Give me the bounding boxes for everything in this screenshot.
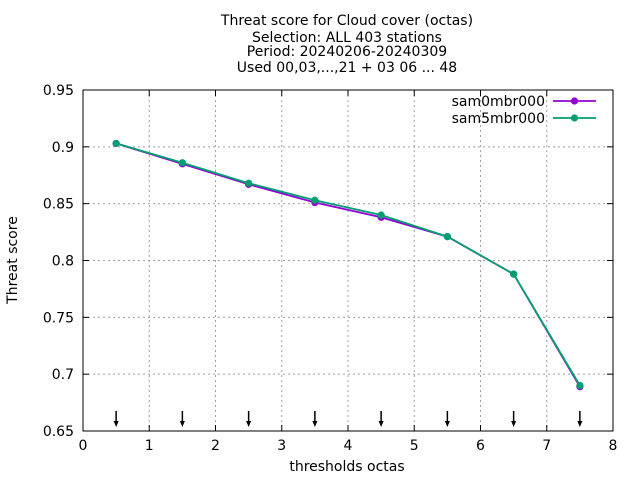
data-point — [576, 381, 584, 390]
y-tick-label: 0.75 — [43, 310, 74, 326]
y-tick-label: 0.95 — [43, 83, 74, 99]
y-tick-label: 0.9 — [52, 140, 74, 156]
grid — [83, 90, 613, 431]
title-line: Threat score for Cloud cover (octas) — [220, 13, 473, 29]
threshold-arrow-head — [312, 421, 318, 427]
chart-title: Threat score for Cloud cover (octas) Sel… — [220, 13, 473, 76]
x-tick-label: 0 — [79, 438, 88, 454]
threshold-arrow-head — [444, 421, 450, 427]
data-point — [245, 179, 253, 187]
x-tick-label: 2 — [211, 438, 220, 454]
data-point — [311, 196, 319, 204]
title-line: Selection: ALL 403 stations — [252, 30, 442, 46]
y-tick-label: 0.7 — [52, 367, 74, 383]
title-line: Used 00,03,...,21 + 03 06 ... 48 — [237, 60, 457, 76]
x-tick-label: 7 — [542, 438, 551, 454]
axis-ticks: 0 1 2 3 4 5 6 7 8 0.65 0.7 0.75 0.8 0.85 0.9 0.95 — [43, 83, 618, 454]
series-line — [115, 142, 581, 386]
legend-label: sam0mbr000 — [452, 94, 545, 110]
y-axis-title: Threat score — [5, 216, 21, 305]
data-point — [377, 211, 385, 219]
legend-label: sam5mbr000 — [452, 111, 545, 127]
y-tick-label: 0.8 — [52, 254, 74, 270]
legend-marker — [570, 114, 579, 122]
data-point — [112, 139, 120, 148]
title-line: Period: 20240206-20240309 — [247, 44, 447, 60]
y-tick-label: 0.85 — [43, 197, 74, 213]
x-tick-label: 8 — [609, 438, 618, 454]
x-tick-label: 6 — [476, 438, 485, 454]
threshold-arrow-head — [511, 421, 517, 427]
y-tick-label: 0.65 — [43, 424, 74, 440]
x-axis-title: thresholds octas — [289, 459, 404, 475]
legend-marker — [570, 97, 579, 105]
data-point — [510, 270, 518, 278]
series-lines — [112, 139, 584, 391]
threshold-arrow-head — [378, 421, 384, 427]
x-tick-label: 4 — [344, 438, 353, 454]
x-tick-label: 5 — [410, 438, 419, 454]
threshold-arrow-head — [179, 421, 185, 427]
x-tick-label: 1 — [145, 438, 154, 454]
threshold-arrow-head — [113, 421, 119, 427]
threshold-markers — [113, 411, 583, 427]
data-point — [178, 159, 186, 167]
x-tick-label: 3 — [277, 438, 286, 454]
threshold-arrow-head — [577, 421, 583, 427]
data-point — [443, 233, 451, 241]
threshold-arrow-head — [246, 421, 252, 427]
